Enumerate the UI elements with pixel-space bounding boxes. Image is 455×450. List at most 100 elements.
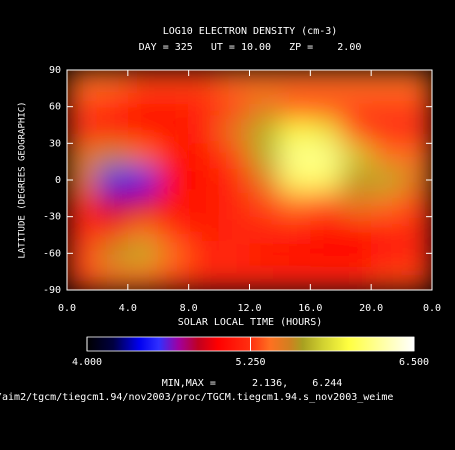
y-tick-label: 60 <box>49 102 61 113</box>
heat-cell <box>219 265 250 290</box>
heat-cell <box>371 143 403 169</box>
x-tick-label: 8.0 <box>180 303 198 314</box>
heat-cell <box>371 192 403 218</box>
heat-cell <box>340 192 372 218</box>
colorbar-tick-label: 6.500 <box>399 357 429 368</box>
heat-cell <box>188 192 220 218</box>
heat-cell <box>279 216 311 242</box>
heat-cell <box>127 118 159 144</box>
heat-cell <box>279 94 311 120</box>
heat-cell <box>219 94 250 120</box>
heat-cell <box>127 241 159 267</box>
heat-cell <box>127 70 159 95</box>
x-tick-label: 12.0 <box>237 303 261 314</box>
heat-cell <box>127 143 159 169</box>
heat-cell <box>340 167 372 193</box>
heat-cell <box>158 70 190 95</box>
heat-cell <box>371 118 403 144</box>
heat-cell <box>219 167 250 193</box>
heat-cell <box>188 265 220 290</box>
x-tick-label: 16.0 <box>298 303 322 314</box>
heat-cell <box>97 167 129 193</box>
heat-cell <box>340 241 372 267</box>
heat-cell <box>401 192 432 218</box>
heat-cell <box>158 94 190 120</box>
heat-cell <box>310 192 342 218</box>
heat-cell <box>188 167 220 193</box>
heat-cell <box>401 143 432 169</box>
heat-cell <box>310 118 342 144</box>
y-axis-label: LATITUDE (DEGREES GEOGRAPHIC) <box>18 101 28 258</box>
heat-cell <box>158 216 190 242</box>
heat-cell <box>219 143 250 169</box>
heat-cell <box>279 265 311 290</box>
heat-cell <box>219 118 250 144</box>
heat-cell <box>158 265 190 290</box>
x-axis-label: SOLAR LOCAL TIME (HOURS) <box>178 317 323 328</box>
heat-cell <box>371 216 403 242</box>
heat-cell <box>310 241 342 267</box>
heat-cell <box>401 118 432 144</box>
heat-cell <box>310 167 342 193</box>
heat-cell <box>67 70 98 95</box>
heat-cell <box>219 192 250 218</box>
heat-cell <box>127 216 159 242</box>
heat-cell <box>249 143 281 169</box>
heat-cell <box>371 70 403 95</box>
y-tick-label: -90 <box>43 285 61 296</box>
heat-cell <box>127 167 159 193</box>
heat-cell <box>401 70 432 95</box>
plot-area <box>67 70 432 290</box>
heat-cell <box>127 94 159 120</box>
heat-cell <box>310 216 342 242</box>
heat-cell <box>401 216 432 242</box>
heat-cell <box>249 167 281 193</box>
heat-cell <box>67 143 98 169</box>
heat-cell <box>219 216 250 242</box>
heat-cell <box>310 70 342 95</box>
x-tick-label: 0.0 <box>423 303 441 314</box>
heat-cell <box>279 192 311 218</box>
heat-cell <box>249 265 281 290</box>
heat-cell <box>249 70 281 95</box>
heat-cell <box>340 143 372 169</box>
y-tick-label: -60 <box>43 248 61 259</box>
x-tick-label: 0.0 <box>58 303 76 314</box>
minmax: MIN,MAX = 2.136, 6.244 <box>162 378 343 389</box>
heat-cell <box>188 216 220 242</box>
y-tick-label: 90 <box>49 65 61 76</box>
heat-cell <box>249 94 281 120</box>
colorbar-tick-label: 4.000 <box>72 357 102 368</box>
heat-cell <box>97 216 129 242</box>
heat-cell <box>97 94 129 120</box>
x-tick-label: 20.0 <box>359 303 383 314</box>
heat-cell <box>340 265 372 290</box>
heat-cell <box>340 118 372 144</box>
heat-cell <box>340 70 372 95</box>
heat-cell <box>371 94 403 120</box>
heat-cell <box>340 216 372 242</box>
heat-cell <box>188 94 220 120</box>
heat-cell <box>158 118 190 144</box>
x-tick-label: 4.0 <box>119 303 137 314</box>
heat-cell <box>67 118 98 144</box>
heat-cell <box>67 265 98 290</box>
file-path: /aim2/tgcm/tiegcm1.94/nov2003/proc/TGCM.… <box>0 392 393 403</box>
chart-subtitle: DAY = 325 UT = 10.00 ZP = 2.00 <box>139 42 362 53</box>
y-tick-label: 30 <box>49 138 61 149</box>
heat-cell <box>279 118 311 144</box>
heat-cell <box>279 167 311 193</box>
heat-cell <box>310 265 342 290</box>
chart-title: LOG10 ELECTRON DENSITY (cm-3) <box>163 26 338 37</box>
heatmap <box>67 70 432 290</box>
heat-cell <box>97 241 129 267</box>
heat-cell <box>371 265 403 290</box>
heat-cell <box>127 265 159 290</box>
heat-cell <box>97 265 129 290</box>
heat-cell <box>219 70 250 95</box>
heat-cell <box>249 216 281 242</box>
heat-cell <box>158 143 190 169</box>
heat-cell <box>97 70 129 95</box>
heat-cell <box>279 143 311 169</box>
